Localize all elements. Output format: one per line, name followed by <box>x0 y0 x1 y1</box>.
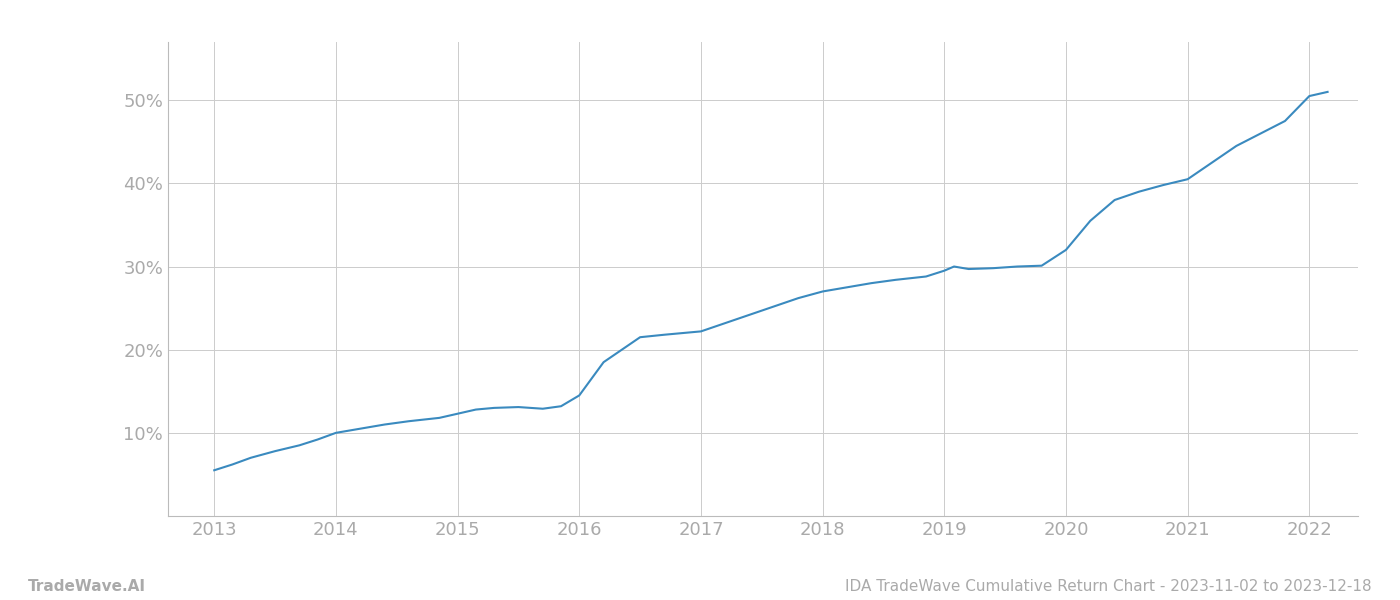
Text: IDA TradeWave Cumulative Return Chart - 2023-11-02 to 2023-12-18: IDA TradeWave Cumulative Return Chart - … <box>846 579 1372 594</box>
Text: TradeWave.AI: TradeWave.AI <box>28 579 146 594</box>
